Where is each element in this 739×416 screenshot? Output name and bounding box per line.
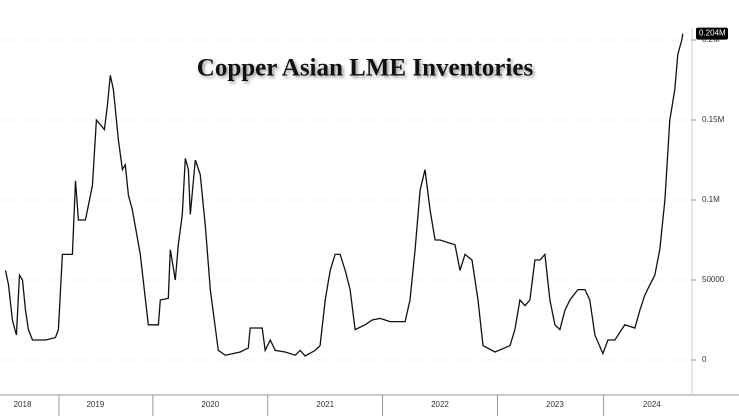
x-tick-label: 2022 — [431, 400, 449, 409]
x-tick-label: 2020 — [201, 400, 219, 409]
line-series — [4, 33, 684, 357]
y-tick-label: 0.1M — [702, 195, 720, 204]
x-tick-label: 2021 — [316, 400, 334, 409]
x-tick-label: 2018 — [14, 400, 32, 409]
x-tick-label: 2019 — [86, 400, 104, 409]
y-tick-label: 0.2M — [702, 35, 720, 44]
x-tick-label: 2023 — [546, 400, 564, 409]
y-tick-label: 0 — [702, 355, 707, 364]
x-tick-label: 2024 — [643, 400, 661, 409]
last-value-label: 0.204M — [699, 29, 726, 38]
y-tick-label: 0.15M — [702, 115, 725, 124]
last-value-box — [696, 27, 728, 40]
y-tick-label: 50000 — [702, 275, 725, 284]
chart-title: Copper Asian LME Inventories — [197, 55, 534, 82]
